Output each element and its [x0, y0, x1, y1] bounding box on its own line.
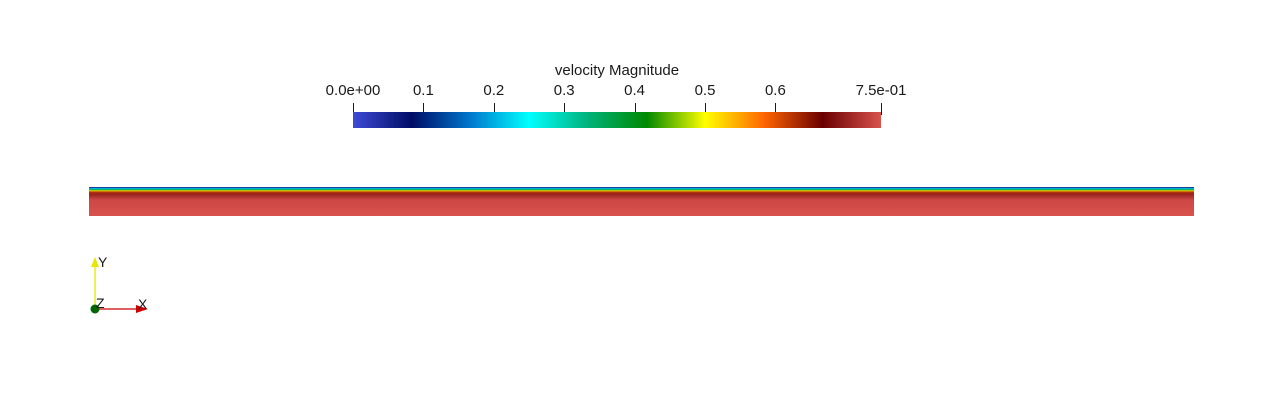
legend-color-bar[interactable] [353, 112, 881, 128]
legend-tick-mark-2 [494, 103, 495, 115]
legend-title: velocity Magnitude [554, 62, 680, 79]
x-axis-arrowhead [136, 305, 148, 313]
legend-tick-mark-3 [564, 103, 565, 115]
z-axis-label: Z [96, 295, 105, 311]
x-axis-label: X [138, 296, 148, 312]
y-axis-label: Y [98, 254, 108, 270]
legend-tick-mark-1 [423, 103, 424, 115]
z-axis-dot [90, 304, 100, 314]
legend-tick-label-6: 0.6 [764, 82, 786, 99]
legend-tick-label-1: 0.1 [412, 82, 434, 99]
y-axis-arrowhead [91, 257, 99, 267]
legend-tick-label-0: 0.0e+00 [325, 82, 381, 99]
legend-tick-label-4: 0.4 [624, 82, 646, 99]
legend-tick-mark-6 [775, 103, 776, 115]
legend-tick-label-5: 0.5 [694, 82, 716, 99]
legend-tick-mark-4 [635, 103, 636, 115]
orientation-axes-widget[interactable]: Y X Z [80, 250, 160, 320]
velocity-field-slice[interactable] [89, 187, 1194, 216]
legend-tick-label-2: 0.2 [483, 82, 505, 99]
legend-tick-label-3: 0.3 [553, 82, 575, 99]
legend-tick-mark-0 [353, 103, 354, 115]
legend-tick-mark-5 [705, 103, 706, 115]
legend-tick-mark-7 [881, 103, 882, 115]
legend-tick-label-7: 7.5e-01 [855, 82, 907, 99]
